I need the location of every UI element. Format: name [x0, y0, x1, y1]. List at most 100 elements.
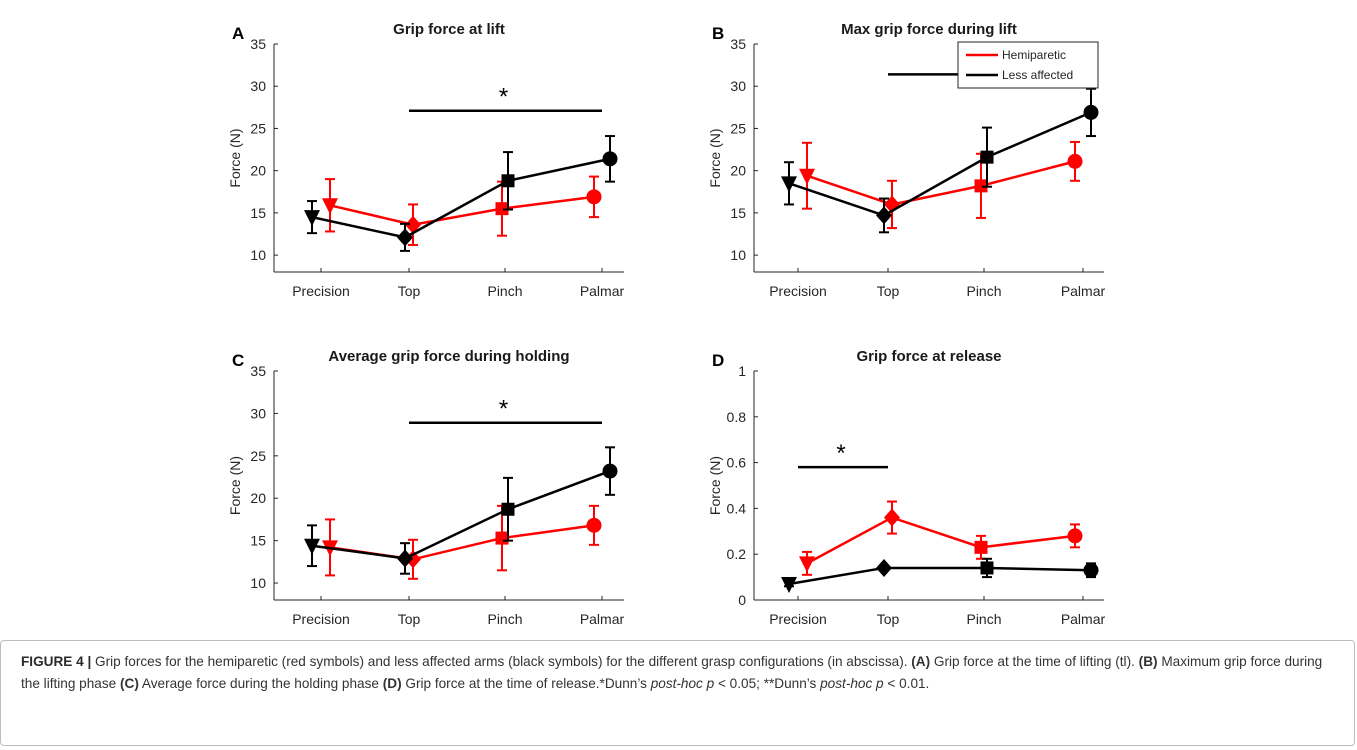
data-point-square: [980, 150, 994, 164]
series-less-affected: [304, 446, 618, 575]
panel-label: B: [712, 24, 724, 43]
caption-label: FIGURE 4 |: [21, 654, 92, 669]
series-line: [311, 469, 611, 560]
chart-title: Grip force at lift: [393, 21, 505, 38]
data-point-triangle-down: [799, 168, 815, 185]
data-point-square: [501, 502, 515, 516]
figure-caption-box: FIGURE 4 | Grip forces for the hemiparet…: [0, 640, 1355, 746]
y-tick-label: 1: [738, 363, 746, 379]
caption-tag-c: (C): [120, 676, 139, 691]
data-point-circle: [1067, 528, 1083, 544]
y-tick-label: 35: [250, 36, 266, 52]
y-tick-label: 25: [730, 120, 746, 136]
data-point-square: [495, 202, 509, 216]
x-tick-label: Precision: [769, 611, 827, 627]
chart-title: Average grip force during holding: [328, 348, 569, 365]
caption-tag-a: (A): [911, 654, 931, 669]
data-point-circle: [586, 517, 602, 533]
data-point-triangle-down: [304, 210, 320, 227]
series-line: [806, 160, 1076, 206]
x-tick-label: Precision: [292, 283, 350, 299]
panel-label: A: [232, 24, 244, 43]
data-point-square: [495, 531, 509, 545]
y-tick-label: 10: [730, 247, 746, 263]
y-tick-label: 15: [250, 533, 266, 549]
y-axis-label: Force (N): [707, 128, 723, 187]
y-tick-label: 0.6: [727, 455, 747, 471]
x-tick-label: Pinch: [966, 283, 1001, 299]
y-tick-label: 0.2: [727, 546, 747, 562]
caption-tag-d: (D): [382, 676, 402, 691]
data-point-triangle-down: [304, 538, 320, 555]
data-point-triangle-down: [799, 556, 815, 573]
caption-threshold-2: < 0.01.: [883, 676, 930, 691]
caption-tag-b: (B): [1138, 654, 1158, 669]
data-point-circle: [1083, 104, 1099, 120]
y-tick-label: 0: [738, 592, 746, 608]
x-tick-label: Pinch: [487, 283, 522, 299]
significance-marker: *: [836, 440, 849, 467]
x-tick-label: Top: [398, 283, 421, 299]
caption-p-2: p: [872, 676, 884, 691]
data-point-square: [974, 179, 988, 193]
y-axis-label: Force (N): [227, 128, 243, 187]
data-point-triangle-down: [781, 176, 797, 193]
panel-label: C: [232, 351, 244, 370]
series-hemiparetic: [322, 175, 602, 246]
caption-posthoc-2: post-hoc: [820, 676, 873, 691]
y-tick-label: 20: [250, 490, 266, 506]
series-line: [788, 566, 1092, 586]
y-tick-label: 30: [730, 78, 746, 94]
y-tick-label: 10: [250, 247, 266, 263]
y-tick-label: 35: [730, 36, 746, 52]
legend-box: [957, 41, 1099, 89]
data-point-diamond: [397, 228, 413, 247]
chart-title: Grip force at release: [856, 348, 1001, 365]
significance-marker: *: [499, 84, 512, 111]
significance-marker: *: [499, 396, 512, 423]
legend-label: Less affected: [1002, 68, 1073, 82]
series-less-affected: [781, 87, 1099, 234]
series-hemiparetic: [799, 140, 1083, 230]
x-tick-label: Pinch: [966, 611, 1001, 627]
series-line: [788, 111, 1092, 217]
y-tick-label: 0.4: [727, 500, 747, 516]
caption-intro: Grip forces for the hemiparetic (red sym…: [91, 654, 912, 669]
chart-title: Max grip force during lift: [841, 21, 1017, 38]
data-point-triangle-down: [322, 198, 338, 215]
data-point-square: [974, 540, 988, 554]
series-line: [311, 157, 611, 239]
data-point-circle: [1067, 153, 1083, 169]
legend: Hemiparetic Less affected: [957, 41, 1099, 89]
legend-label: Hemiparetic: [1002, 48, 1066, 62]
y-tick-label: 25: [250, 120, 266, 136]
x-tick-label: Palmar: [580, 611, 625, 627]
panel-c: 10 15 20 25 30 35 Precision Top Pinch Palmar Avera…: [227, 348, 625, 627]
x-tick-label: Top: [877, 611, 900, 627]
y-tick-label: 30: [250, 78, 266, 94]
data-point-square: [501, 174, 515, 188]
data-point-circle: [602, 463, 618, 479]
y-tick-label: 0.8: [727, 409, 747, 425]
data-point-diamond: [405, 215, 421, 234]
data-point-diamond: [884, 508, 900, 527]
y-tick-label: 20: [250, 163, 266, 179]
y-tick-label: 15: [730, 205, 746, 221]
y-tick-label: 35: [250, 363, 266, 379]
x-tick-label: Palmar: [1061, 611, 1106, 627]
y-axis-label: Force (N): [227, 456, 243, 515]
data-point-diamond: [397, 549, 413, 568]
x-tick-label: Precision: [292, 611, 350, 627]
x-tick-label: Palmar: [1061, 283, 1106, 299]
data-point-square: [980, 561, 994, 575]
y-tick-label: 25: [250, 448, 266, 464]
series-line: [806, 516, 1076, 565]
caption-p-1: p: [702, 676, 715, 691]
caption-posthoc-1: post-hoc: [650, 676, 703, 691]
data-point-circle: [586, 189, 602, 205]
x-tick-label: Palmar: [580, 283, 625, 299]
caption-text-c: Average force during the holding phase: [138, 676, 383, 691]
caption-text-b: Maximum grip force during the lifting ph…: [21, 654, 1323, 691]
panel-d: 0 0.2 0.4 0.6 0.8 1 Precision Top Pinch Palmar Gri…: [707, 41, 1106, 627]
